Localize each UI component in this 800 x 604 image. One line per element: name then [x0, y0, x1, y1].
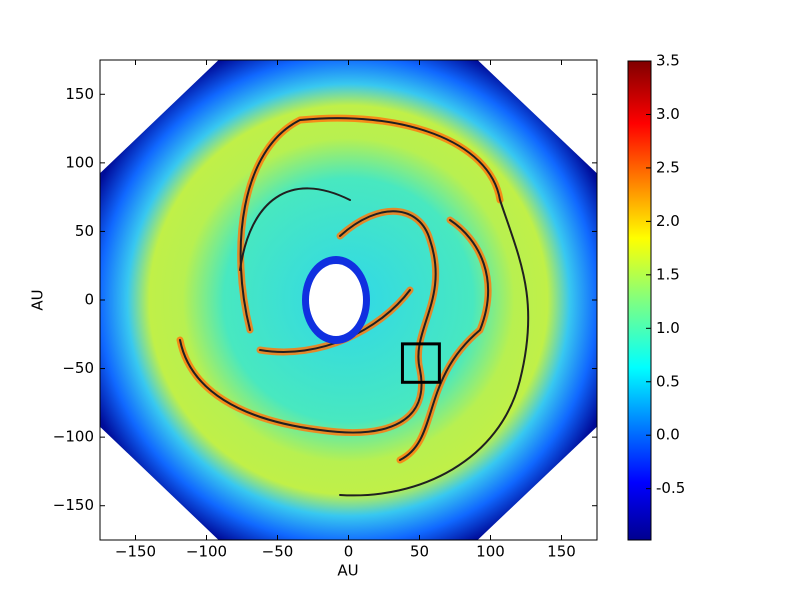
x-tick-label: −150	[115, 543, 156, 561]
y-tick-label: 150	[65, 85, 94, 103]
colorbar-tick-label: 2.5	[656, 158, 680, 176]
colorbar-tick-label: 0.0	[656, 426, 680, 444]
x-tick-label: 100	[476, 543, 505, 561]
x-tick-label: 50	[410, 543, 429, 561]
colorbar-tick-label: 0.5	[656, 372, 680, 390]
y-tick-label: −150	[53, 496, 94, 514]
x-tick-label: 0	[344, 543, 354, 561]
colorbar-tick-label: 1.0	[656, 319, 680, 337]
colorbar-tick-label: -0.5	[656, 479, 685, 497]
disk-image	[100, 60, 597, 540]
x-tick-label: 150	[547, 543, 576, 561]
y-tick-label: −100	[53, 428, 94, 446]
y-tick-label: 0	[84, 291, 94, 309]
colorbar-tick-label: 3.5	[656, 52, 680, 70]
x-tick-label: −50	[262, 543, 294, 561]
colorbar	[627, 60, 652, 541]
colorbar-tick-label: 1.5	[656, 265, 680, 283]
x-tick-label: −100	[186, 543, 227, 561]
annotation-box	[400, 342, 441, 384]
y-tick-label: 50	[75, 222, 94, 240]
colorbar-tick-label: 2.0	[656, 212, 680, 230]
y-tick-label: 100	[65, 153, 94, 171]
y-tick-label: −50	[62, 359, 94, 377]
colorbar-tick-label: 3.0	[656, 105, 680, 123]
x-axis-label: AU	[337, 562, 358, 580]
y-axis-label: AU	[29, 289, 47, 310]
